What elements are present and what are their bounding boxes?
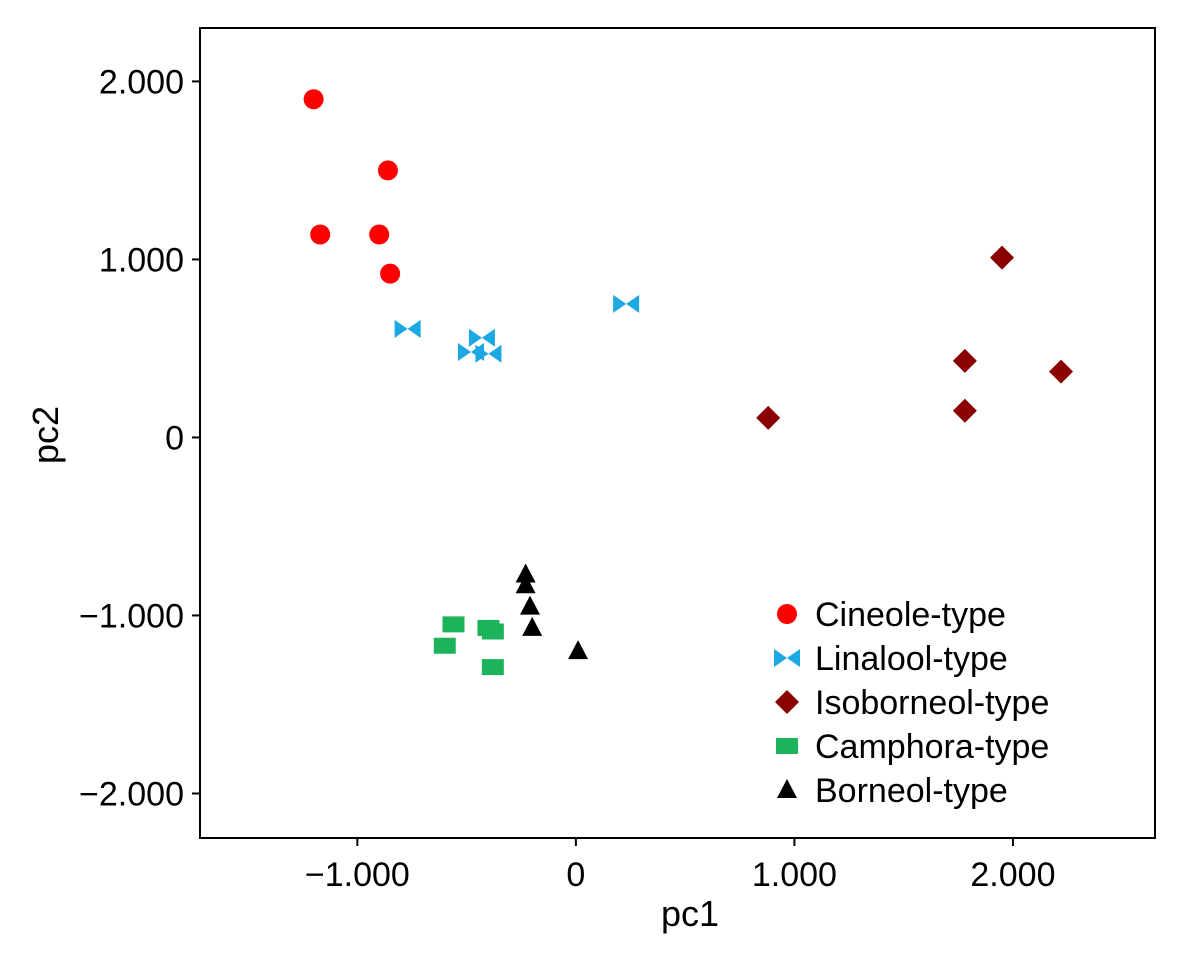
y-tick-label: 2.000 — [99, 63, 184, 101]
point-cineole-type — [380, 263, 401, 284]
series-camphora-type — [433, 616, 504, 676]
legend: Cineole-type Linalool-type Isoborneol-type… — [774, 596, 1049, 810]
legend-label-camphora-type: Camphora-type — [815, 728, 1049, 766]
legend-item-camphora-type: Camphora-type — [776, 728, 1049, 766]
point-camphora-type — [433, 637, 456, 654]
point-borneol-type — [519, 595, 540, 615]
point-cineole-type — [369, 224, 390, 245]
legend-label-borneol-type: Borneol-type — [815, 772, 1008, 810]
point-linalool-type — [475, 344, 502, 363]
point-isoborneol-type — [756, 405, 781, 430]
point-borneol-type — [522, 616, 543, 636]
x-axis-label: pc1 — [661, 893, 719, 934]
y-tick-label: 0 — [165, 419, 184, 457]
series-borneol-type — [515, 563, 589, 660]
point-camphora-type — [442, 616, 465, 633]
legend-marker-camphora-type — [776, 738, 798, 754]
x-tick-label: −1.000 — [305, 856, 410, 894]
point-isoborneol-type — [952, 348, 977, 373]
plot-frame — [199, 27, 1156, 839]
point-cineole-type — [303, 89, 324, 110]
point-linalool-type — [394, 319, 421, 338]
point-borneol-type — [568, 640, 589, 660]
point-isoborneol-type — [990, 245, 1015, 270]
point-cineole-type — [310, 224, 331, 245]
legend-item-borneol-type: Borneol-type — [777, 772, 1008, 810]
point-borneol-type — [515, 574, 536, 594]
legend-marker-isoborneol-type — [775, 690, 799, 714]
y-tick-label: −1.000 — [79, 597, 184, 635]
point-isoborneol-type — [1049, 359, 1074, 384]
point-camphora-type — [481, 623, 504, 640]
series-isoborneol-type — [756, 245, 1074, 430]
series-cineole-type — [303, 89, 401, 284]
x-tick-label: 1.000 — [752, 856, 837, 894]
legend-item-linalool-type: Linalool-type — [774, 640, 1008, 678]
data-points — [303, 89, 1074, 676]
point-camphora-type — [481, 659, 504, 676]
legend-marker-linalool-type — [774, 649, 800, 667]
legend-label-isoborneol-type: Isoborneol-type — [815, 684, 1049, 722]
x-tick-label: 0 — [566, 856, 585, 894]
x-axis: −1.000 0 1.000 2.000 — [305, 838, 1055, 894]
point-borneol-type — [515, 563, 536, 583]
y-tick-label: −2.000 — [79, 775, 184, 813]
series-linalool-type — [394, 294, 640, 363]
legend-label-cineole-type: Cineole-type — [815, 596, 1006, 634]
legend-marker-borneol-type — [777, 779, 797, 798]
legend-item-cineole-type: Cineole-type — [777, 596, 1006, 634]
point-linalool-type — [613, 294, 640, 313]
legend-item-isoborneol-type: Isoborneol-type — [775, 684, 1049, 722]
x-tick-label: 2.000 — [970, 856, 1055, 894]
y-axis: −2.000 −1.000 0 1.000 2.000 — [79, 63, 200, 813]
y-axis-label: pc2 — [25, 406, 66, 464]
point-isoborneol-type — [952, 398, 977, 423]
point-linalool-type — [468, 328, 495, 347]
point-cineole-type — [377, 160, 398, 181]
y-tick-label: 1.000 — [99, 241, 184, 279]
legend-label-linalool-type: Linalool-type — [815, 640, 1008, 678]
legend-marker-cineole-type — [777, 604, 797, 624]
